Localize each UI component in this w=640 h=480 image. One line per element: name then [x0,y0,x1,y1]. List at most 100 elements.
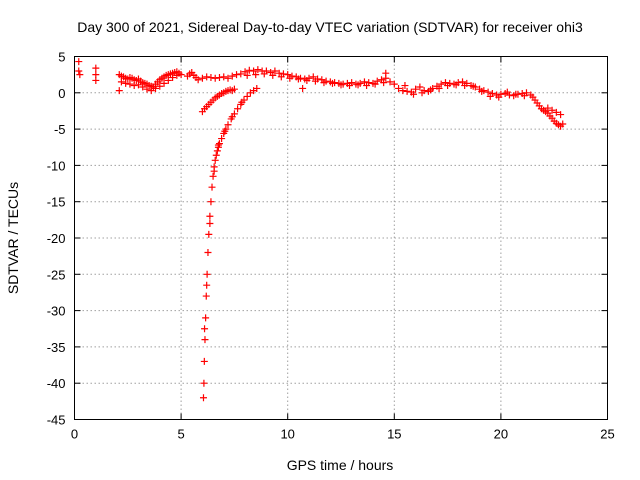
data-point [399,87,407,95]
data-point [486,92,494,100]
series-early-scatter [75,58,100,84]
data-point [311,77,319,85]
data-point [245,66,253,74]
y-tick-label: -40 [47,376,66,391]
data-point [478,87,486,95]
data-point [201,325,209,333]
data-point [277,73,285,81]
data-point [416,83,424,91]
data-point [444,82,452,90]
data-point [205,230,213,238]
data-point [503,88,511,96]
data-point [250,67,258,75]
y-tick-label: 0 [58,86,65,101]
data-point [143,85,151,93]
data-point [412,85,420,93]
series-band-5-8h [183,68,245,84]
data-point [284,71,292,79]
series-band-15-21h [395,78,535,101]
data-point [221,127,229,135]
data-point [130,82,138,90]
data-point [117,78,125,86]
data-point [207,74,215,82]
data-point [243,92,251,100]
data-point [198,74,206,82]
data-point [230,85,238,93]
data-point [269,71,277,79]
data-point [126,80,134,88]
data-point [435,84,443,92]
data-point [548,106,556,114]
series-band-2-5h [115,68,185,95]
data-point [224,121,232,129]
data-point [209,172,217,180]
data-point [520,92,528,100]
data-point [395,84,403,92]
series-descending-arc [199,84,261,402]
data-point [202,314,210,322]
data-point [212,151,220,159]
grid-lines [74,56,608,420]
data-point [152,84,160,92]
data-point [390,80,398,88]
data-point [122,79,130,87]
x-tick-label: 0 [71,427,78,442]
data-point [320,79,328,87]
data-point [354,81,362,89]
data-point [210,167,218,175]
data-point [371,80,379,88]
data-point [437,80,445,88]
data-point [238,98,246,106]
data-point [207,198,215,206]
data-point [156,82,164,90]
data-point [495,93,503,101]
data-point [303,76,311,84]
data-point [552,108,560,116]
data-point [363,82,371,90]
data-point [337,81,345,89]
data-points [75,58,567,402]
y-axis-label: SDTVAR / TECUs [5,182,21,294]
data-point [75,58,83,66]
data-point [206,212,214,220]
data-point [218,135,226,143]
data-point [177,71,185,79]
chart-title: Day 300 of 2021, Sidereal Day-to-day VTE… [77,19,583,35]
x-axis-label: GPS time / hours [287,457,394,473]
data-point [194,76,202,84]
data-point [200,379,208,387]
data-point [164,76,172,84]
data-point [418,89,426,97]
data-point [211,156,219,164]
data-point [115,87,123,95]
data-point [160,79,168,87]
data-point [461,82,469,90]
data-point [75,67,83,75]
data-point [76,71,84,79]
data-point [559,120,567,128]
data-point [213,147,221,155]
data-point [228,72,236,80]
series-band-8-15h [241,66,398,92]
series-short-rising-arc [198,85,238,116]
data-point [228,113,236,121]
y-tick-label: -35 [47,340,66,355]
data-point [208,183,216,191]
data-point [203,281,211,289]
data-point [253,84,261,92]
data-point [386,78,394,86]
data-point [201,336,209,344]
data-point [233,71,241,79]
y-tick-label: -20 [47,231,66,246]
axis-ticks: 0 5 10 15 20 25 5 0 -5 -10 -15 -20 -25 -30 -35 -40 -45 [47,50,615,442]
data-point [346,82,354,90]
series-tail-21-23h [529,93,567,130]
y-tick-label: -10 [47,158,66,173]
data-point [203,270,211,278]
data-point [260,70,268,78]
data-point [512,90,520,98]
y-tick-label: -25 [47,267,66,282]
data-point [220,73,228,81]
x-tick-label: 20 [494,427,508,442]
